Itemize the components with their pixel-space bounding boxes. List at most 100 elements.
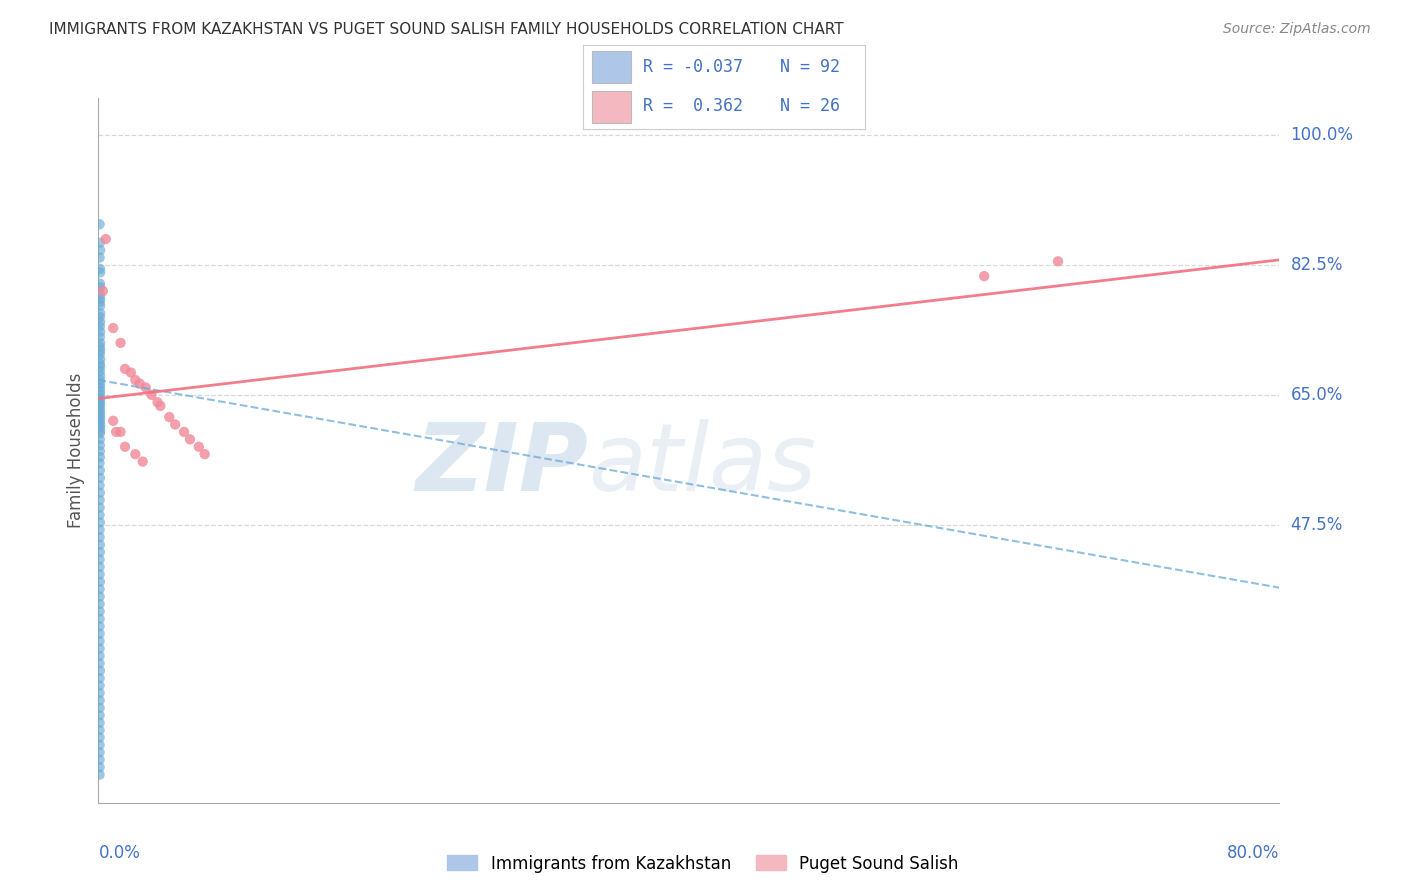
Point <box>89 411 111 425</box>
Point <box>89 560 111 574</box>
Point <box>103 321 125 335</box>
Point <box>89 478 111 492</box>
Point <box>89 552 111 566</box>
Point <box>89 723 111 738</box>
Point <box>146 395 169 409</box>
Point <box>973 269 995 284</box>
Point <box>89 715 111 730</box>
Text: 80.0%: 80.0% <box>1227 845 1279 863</box>
Point <box>89 485 111 500</box>
Point <box>89 500 111 515</box>
Point <box>89 319 111 334</box>
Point <box>89 417 111 432</box>
Point <box>89 235 111 250</box>
Point <box>89 357 111 371</box>
Point <box>89 217 111 231</box>
Point <box>89 753 111 767</box>
Point <box>135 380 157 394</box>
Point <box>132 454 155 468</box>
Point <box>89 671 111 685</box>
Point <box>89 343 111 358</box>
Point <box>128 376 150 391</box>
Point <box>89 400 111 414</box>
Point <box>89 406 111 420</box>
Point <box>89 277 111 291</box>
Point <box>89 701 111 715</box>
Point <box>89 433 111 447</box>
Point <box>105 425 128 439</box>
Point <box>89 530 111 544</box>
Point <box>1046 254 1070 268</box>
Text: IMMIGRANTS FROM KAZAKHSTAN VS PUGET SOUND SALISH FAMILY HOUSEHOLDS CORRELATION C: IMMIGRANTS FROM KAZAKHSTAN VS PUGET SOUN… <box>49 22 844 37</box>
Point <box>89 415 111 429</box>
Point <box>89 310 111 324</box>
Point <box>173 425 195 439</box>
Point <box>89 325 111 339</box>
Point <box>89 471 111 485</box>
Point <box>103 414 125 428</box>
Point <box>89 738 111 752</box>
Point <box>89 760 111 774</box>
Point <box>89 295 111 310</box>
Point <box>89 330 111 344</box>
Point <box>89 545 111 559</box>
Point <box>89 359 111 374</box>
Point <box>89 397 111 411</box>
Point <box>89 538 111 552</box>
Point <box>89 590 111 604</box>
Text: 47.5%: 47.5% <box>1291 516 1343 533</box>
Point <box>89 597 111 611</box>
Point <box>89 368 111 383</box>
Point <box>89 463 111 477</box>
Point <box>89 265 111 279</box>
Point <box>89 664 111 678</box>
Point <box>89 292 111 306</box>
Point <box>89 392 111 406</box>
Point <box>89 641 111 656</box>
Text: atlas: atlas <box>589 419 817 510</box>
Point <box>89 299 111 313</box>
Point <box>89 634 111 648</box>
Point <box>89 426 111 441</box>
Point <box>89 708 111 723</box>
Point <box>89 352 111 367</box>
Text: ZIP: ZIP <box>416 418 589 510</box>
Point <box>149 399 172 413</box>
Y-axis label: Family Households: Family Households <box>66 373 84 528</box>
Point <box>89 424 111 438</box>
Text: 65.0%: 65.0% <box>1291 386 1343 404</box>
Text: R =  0.362: R = 0.362 <box>643 97 742 115</box>
Point <box>89 261 111 276</box>
Point <box>114 362 136 376</box>
Point <box>141 388 163 402</box>
Point <box>89 384 111 398</box>
Point <box>194 447 217 461</box>
Point <box>89 420 111 434</box>
Point <box>89 380 111 394</box>
Point <box>89 364 111 378</box>
Point <box>124 373 146 387</box>
Point <box>124 447 146 461</box>
Point <box>120 366 142 380</box>
Point <box>89 373 111 387</box>
Point <box>179 433 201 447</box>
Point <box>114 440 136 454</box>
Point <box>94 232 117 246</box>
Text: N = 26: N = 26 <box>780 97 841 115</box>
Bar <box>592 51 631 83</box>
Legend: Immigrants from Kazakhstan, Puget Sound Salish: Immigrants from Kazakhstan, Puget Sound … <box>440 848 966 880</box>
Text: Source: ZipAtlas.com: Source: ZipAtlas.com <box>1223 22 1371 37</box>
Point <box>89 287 111 301</box>
Point <box>89 438 111 452</box>
Point <box>89 376 111 391</box>
Point <box>89 306 111 320</box>
Point <box>89 450 111 464</box>
Text: 100.0%: 100.0% <box>1291 126 1354 145</box>
Point <box>89 523 111 537</box>
Point <box>89 393 111 408</box>
Text: R = -0.037: R = -0.037 <box>643 58 742 76</box>
Point <box>89 619 111 633</box>
Point <box>89 686 111 700</box>
Point <box>89 493 111 508</box>
Point <box>157 410 180 425</box>
